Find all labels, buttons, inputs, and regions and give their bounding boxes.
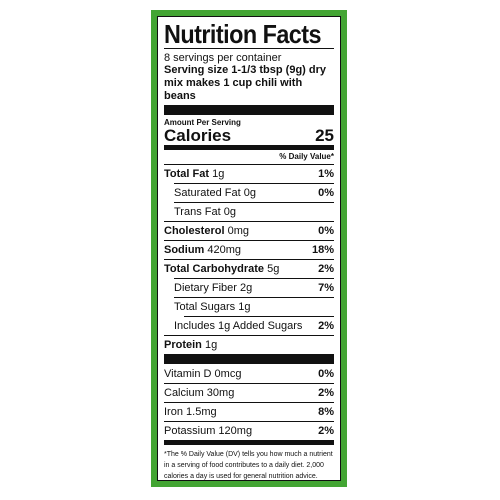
vitamin-amount: 30mg [206,387,235,399]
vitamin-row: Calcium 30mg 2% [164,383,334,402]
nutrient-amount: 1g [238,300,251,313]
nutrients-list: Total Fat 1g 1% Saturated Fat 0g 0% Tran… [164,164,334,354]
nutrient-row: Total Carbohydrate 5g 2% [164,259,334,278]
nutrient-pct: 2% [318,319,334,332]
vitamin-amount: 0mcg [214,367,242,380]
nutrient-name: Total Sugars [174,300,236,313]
nutrition-label: Nutrition Facts 8 servings per container… [157,16,341,481]
nutrient-name: Protein [164,339,202,351]
vitamin-pct: 8% [318,406,334,418]
nutrient-pct: 18% [311,244,334,256]
nutrient-name: Dietary Fiber [174,281,237,294]
nutrient-pct: 0% [318,225,334,237]
vitamin-pct: 2% [318,387,334,399]
vitamin-row: Iron 1.5mg 8% [164,402,334,421]
daily-value-header: % Daily Value* [279,152,334,161]
vitamin-name: Iron [164,406,183,418]
nutrient-name: Total Carbohydrate [164,263,265,275]
serving-size: Serving size 1-1/3 tbsp (9g) dry mix mak… [164,64,334,103]
nutrient-amount: 1g [204,339,218,351]
nutrient-name: Saturated Fat [174,186,241,199]
amount-per-serving: Amount Per Serving [164,118,241,127]
nutrient-name: Trans Fat [174,205,221,218]
vitamin-name: Calcium [164,387,204,399]
nutrient-name: Cholesterol [164,225,225,237]
vitamin-pct: 0% [318,367,334,380]
daily-value-footnote: *The % Daily Value (DV) tells you how mu… [164,451,333,480]
nutrient-amount: 1g [212,168,225,180]
serving-size-label: Serving size [164,64,229,76]
medium-divider [164,145,334,150]
vitamin-row: Potassium 120mg 2% [164,421,334,440]
calories-label: Calories [164,126,232,145]
nutrient-amount: 0g [243,186,256,199]
vitamin-pct: 2% [318,425,334,437]
vitamins-list: Vitamin D 0mcg 0% Calcium 30mg 2% Iron 1… [164,364,334,440]
nutrient-amount: 0mg [227,225,249,237]
nutrient-row: Trans Fat 0g [164,202,334,221]
calories-row: Calories 25 [164,127,334,145]
nutrient-row: Includes 1g Added Sugars 2% [164,316,334,335]
nutrient-row: Total Fat 1g 1% [164,164,334,183]
nutrient-row: Sodium 420mg 18% [164,240,334,259]
nutrient-amount: 5g [267,263,280,275]
nutrient-amount: 0g [223,205,236,218]
label-title: Nutrition Facts [164,19,322,49]
servings-per-container: 8 servings per container [164,52,282,64]
vitamin-amount: 1.5mg [186,406,217,418]
medium-divider [164,440,334,445]
nutrient-name: Total Fat [164,168,210,180]
nutrient-pct: 0% [318,186,334,199]
nutrient-row: Total Sugars 1g [164,297,334,316]
vitamin-amount: 120mg [218,425,253,437]
nutrient-row: Cholesterol 0mg 0% [164,221,334,240]
vitamin-name: Potassium [164,425,216,437]
nutrient-row: Saturated Fat 0g 0% [164,183,334,202]
serving-size-value: 1-1/3 tbsp (9g) dry mix makes 1 cup chil… [164,64,327,102]
thick-divider [164,354,334,364]
nutrient-name: Sodium [164,244,205,256]
nutrient-row: Dietary Fiber 2g 7% [164,278,334,297]
nutrient-pct: 7% [318,281,334,294]
nutrient-pct: 1% [318,168,334,180]
thick-divider [164,105,334,115]
nutrient-amount: 2g [240,281,253,294]
nutrient-amount: 420mg [207,244,242,256]
nutrient-name: Includes 1g Added Sugars [174,319,303,332]
calories-value: 25 [315,126,334,145]
nutrient-pct: 2% [318,263,334,275]
nutrient-row: Protein 1g [164,335,334,354]
vitamin-name: Vitamin D [164,367,212,380]
title-divider [164,48,334,49]
vitamin-row: Vitamin D 0mcg 0% [164,364,334,383]
